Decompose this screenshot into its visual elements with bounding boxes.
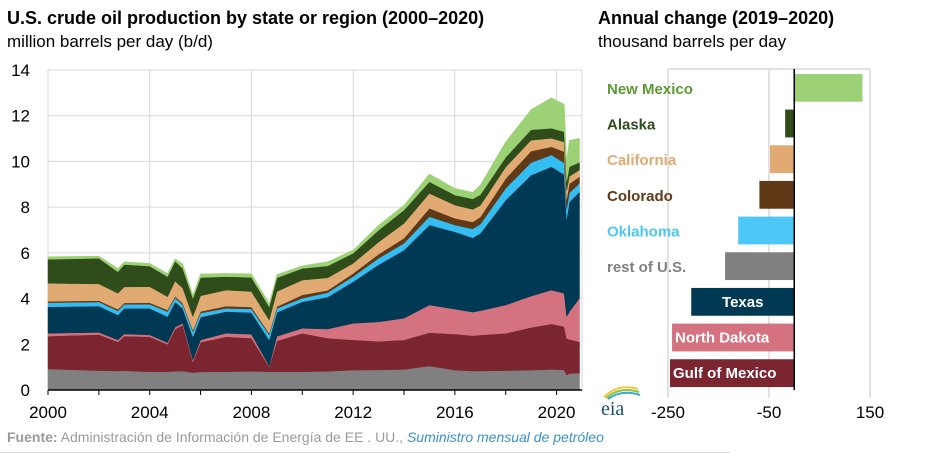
bar-label-new-mexico: New Mexico [607, 81, 693, 98]
area-chart-axes: 2000 2004 2008 2012 2016 2020 0 2 4 6 8 10 12 14 [11, 61, 582, 422]
x-tick-label: 2020 [538, 403, 576, 422]
area-chart-title: U.S. crude oil production by state or re… [7, 8, 485, 28]
bar-label-gulf-of-mexico: Gulf of Mexico [673, 365, 776, 382]
bar-label-california: California [607, 152, 677, 169]
y-tick-label: 6 [21, 244, 30, 263]
y-tick-label: 8 [21, 198, 30, 217]
y-tick-label: 4 [21, 290, 30, 309]
bar-chart-subtitle: thousand barrels per day [598, 32, 787, 51]
source-text: Administración de Información de Energía… [57, 429, 404, 445]
y-tick-label: 0 [21, 381, 30, 400]
bar-chart-axes: -250 -50 150 [651, 69, 884, 422]
bar-chart-title: Annual change (2019–2020) [598, 8, 835, 28]
area-layer-new-mexico [47, 97, 580, 308]
bar-california [770, 145, 795, 174]
bar-rest-of-u-s [725, 252, 795, 281]
bar-label-alaska: Alaska [607, 117, 656, 134]
source-link[interactable]: Suministro mensual de petróleo [406, 429, 604, 445]
bar-label-north-dakota: North Dakota [675, 330, 770, 347]
bar-x-tick-label: -50 [757, 403, 782, 422]
x-tick-label: 2008 [233, 403, 271, 422]
source-footer: Fuente: Administración de Información de… [7, 429, 604, 445]
x-tick-label: 2012 [334, 403, 372, 422]
source-label: Fuente: [7, 429, 58, 445]
bar-label-rest-of-u-s: rest of U.S. [607, 259, 686, 276]
x-tick-label: 2000 [29, 403, 67, 422]
x-tick-label: 2004 [131, 403, 169, 422]
bar-x-tick-label: -250 [651, 403, 685, 422]
svg-text:eia: eia [601, 398, 624, 419]
area-chart-layers [47, 97, 580, 391]
bar-texas [691, 287, 795, 316]
area-chart-subtitle: million barrels per day (b/d) [7, 32, 213, 51]
bar-new-mexico [794, 73, 863, 102]
bar-gulf-of-mexico [670, 359, 795, 388]
bar-oklahoma [738, 216, 795, 245]
eia-logo-icon: eia [598, 383, 642, 419]
bar-chart-bars: New Mexico Alaska California Colorado Oklaho… [607, 73, 863, 388]
bar-colorado [759, 180, 795, 209]
bar-label-texas: Texas [722, 294, 763, 311]
y-tick-label: 10 [11, 152, 30, 171]
y-tick-label: 2 [21, 335, 30, 354]
y-tick-label: 12 [11, 107, 30, 126]
y-tick-label: 14 [11, 61, 30, 80]
bar-label-oklahoma: Oklahoma [607, 224, 680, 241]
bar-x-tick-label: 150 [856, 403, 884, 422]
bar-label-colorado: Colorado [607, 188, 673, 205]
footer-divider [0, 452, 730, 453]
x-tick-label: 2016 [436, 403, 474, 422]
bar-alaska [785, 109, 795, 138]
bar-north-dakota [672, 323, 795, 352]
